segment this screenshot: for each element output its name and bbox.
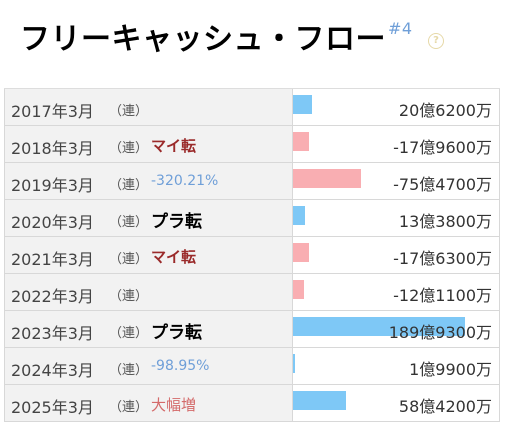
value-label: -12億1100万 [393,286,492,305]
table-row: 2025年3月 （連） 大幅増 58億4200万 [4,385,500,422]
period-cell: 2023年3月 （連） プラ転 [4,311,293,347]
value-bar [293,206,305,225]
period-cell: 2024年3月 （連） -98.95% [4,348,293,384]
value-cell: 1億9900万 [293,348,500,384]
value-cell: 20億6200万 [293,89,500,125]
page-title: フリーキャッシュ・フロー #4 [20,14,413,58]
change-badge: -320.21% [151,173,219,189]
change-badge: プラ転 [151,212,202,232]
value-label: -75億4700万 [393,175,492,194]
value-cell: -17億9600万 [293,126,500,162]
table-row: 2021年3月 （連） マイ転 -17億6300万 [4,237,500,274]
period-cell: 2021年3月 （連） マイ転 [4,237,293,273]
value-bar [293,95,312,114]
period-cell: 2019年3月 （連） -320.21% [4,163,293,199]
period-label: 2023年3月 [11,324,94,343]
value-label: 20億6200万 [398,101,492,120]
consolidated-label: （連） [109,400,149,415]
period-label: 2018年3月 [11,139,94,158]
period-label: 2017年3月 [11,102,94,121]
title-footnote-link[interactable]: #4 [388,19,413,38]
table-row: 2023年3月 （連） プラ転 189億9300万 [4,311,500,348]
value-bar [293,280,304,299]
period-cell: 2022年3月 （連） [4,274,293,310]
value-bar [293,317,465,336]
table-row: 2020年3月 （連） プラ転 13億3800万 [4,200,500,237]
consolidated-label: （連） [109,363,149,378]
change-badge: マイ転 [151,248,197,266]
consolidated-label: （連） [109,215,149,230]
value-label: 13億3800万 [398,212,492,231]
change-badge: マイ転 [151,137,197,155]
value-label: -17億9600万 [393,138,492,157]
consolidated-label: （連） [109,289,149,304]
period-label: 2019年3月 [11,176,94,195]
value-cell: -12億1100万 [293,274,500,310]
value-cell: 13億3800万 [293,200,500,236]
period-cell: 2018年3月 （連） マイ転 [4,126,293,162]
value-cell: 58億4200万 [293,385,500,421]
change-badge: 大幅増 [151,396,197,414]
value-label: 58億4200万 [398,397,492,416]
table-row: 2017年3月 （連） 20億6200万 [4,89,500,126]
value-bar [293,169,361,188]
period-label: 2025年3月 [11,398,94,417]
period-label: 2021年3月 [11,250,94,269]
value-bar [293,354,295,373]
period-cell: 2020年3月 （連） プラ転 [4,200,293,236]
table-row: 2018年3月 （連） マイ転 -17億9600万 [4,126,500,163]
value-bar [293,391,346,410]
question-circle-icon[interactable]: ? [428,33,444,49]
value-bar [293,132,309,151]
table-row: 2019年3月 （連） -320.21% -75億4700万 [4,163,500,200]
value-label: 1億9900万 [409,360,492,379]
value-cell: -17億6300万 [293,237,500,273]
consolidated-label: （連） [109,178,149,193]
value-cell: 189億9300万 [293,311,500,347]
period-cell: 2025年3月 （連） 大幅増 [4,385,293,421]
period-label: 2024年3月 [11,361,94,380]
page-title-text: フリーキャッシュ・フロー [20,22,386,57]
consolidated-label: （連） [109,252,149,267]
period-cell: 2017年3月 （連） [4,89,293,125]
value-bar [293,243,309,262]
consolidated-label: （連） [109,326,149,341]
header: フリーキャッシュ・フロー #4 ? [0,0,509,86]
value-label: 189億9300万 [388,323,492,342]
period-label: 2022年3月 [11,287,94,306]
table-row: 2024年3月 （連） -98.95% 1億9900万 [4,348,500,385]
value-label: -17億6300万 [393,249,492,268]
table-row: 2022年3月 （連） -12億1100万 [4,274,500,311]
change-badge: -98.95% [151,358,210,374]
consolidated-label: （連） [109,104,149,119]
free-cash-flow-table: 2017年3月 （連） 20億6200万 2018年3月 （連） マイ転 -17億9600万… [4,88,500,422]
value-cell: -75億4700万 [293,163,500,199]
consolidated-label: （連） [109,141,149,156]
period-label: 2020年3月 [11,213,94,232]
change-badge: プラ転 [151,323,202,343]
